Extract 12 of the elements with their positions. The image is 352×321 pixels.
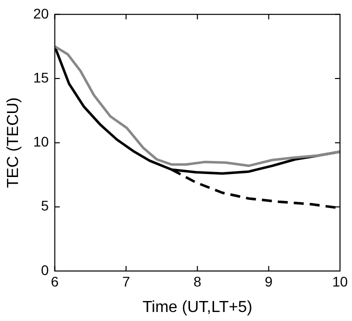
- x-tick-label: 9: [264, 273, 273, 290]
- y-tick-label: 5: [40, 198, 49, 214]
- y-tick-label: 0: [40, 262, 49, 278]
- x-tick-label: 8: [193, 273, 202, 290]
- x-tick-label: 6: [50, 273, 59, 290]
- y-tick-label: 20: [33, 5, 49, 22]
- x-axis-title: Time (UT,LT+5): [142, 298, 252, 316]
- y-axis-title: TEC (TECU): [5, 97, 22, 188]
- y-tick-label: 15: [33, 69, 49, 86]
- x-tick-label: 7: [122, 273, 130, 290]
- y-tick-label: 10: [33, 134, 49, 150]
- x-tick-label: 10: [332, 273, 348, 290]
